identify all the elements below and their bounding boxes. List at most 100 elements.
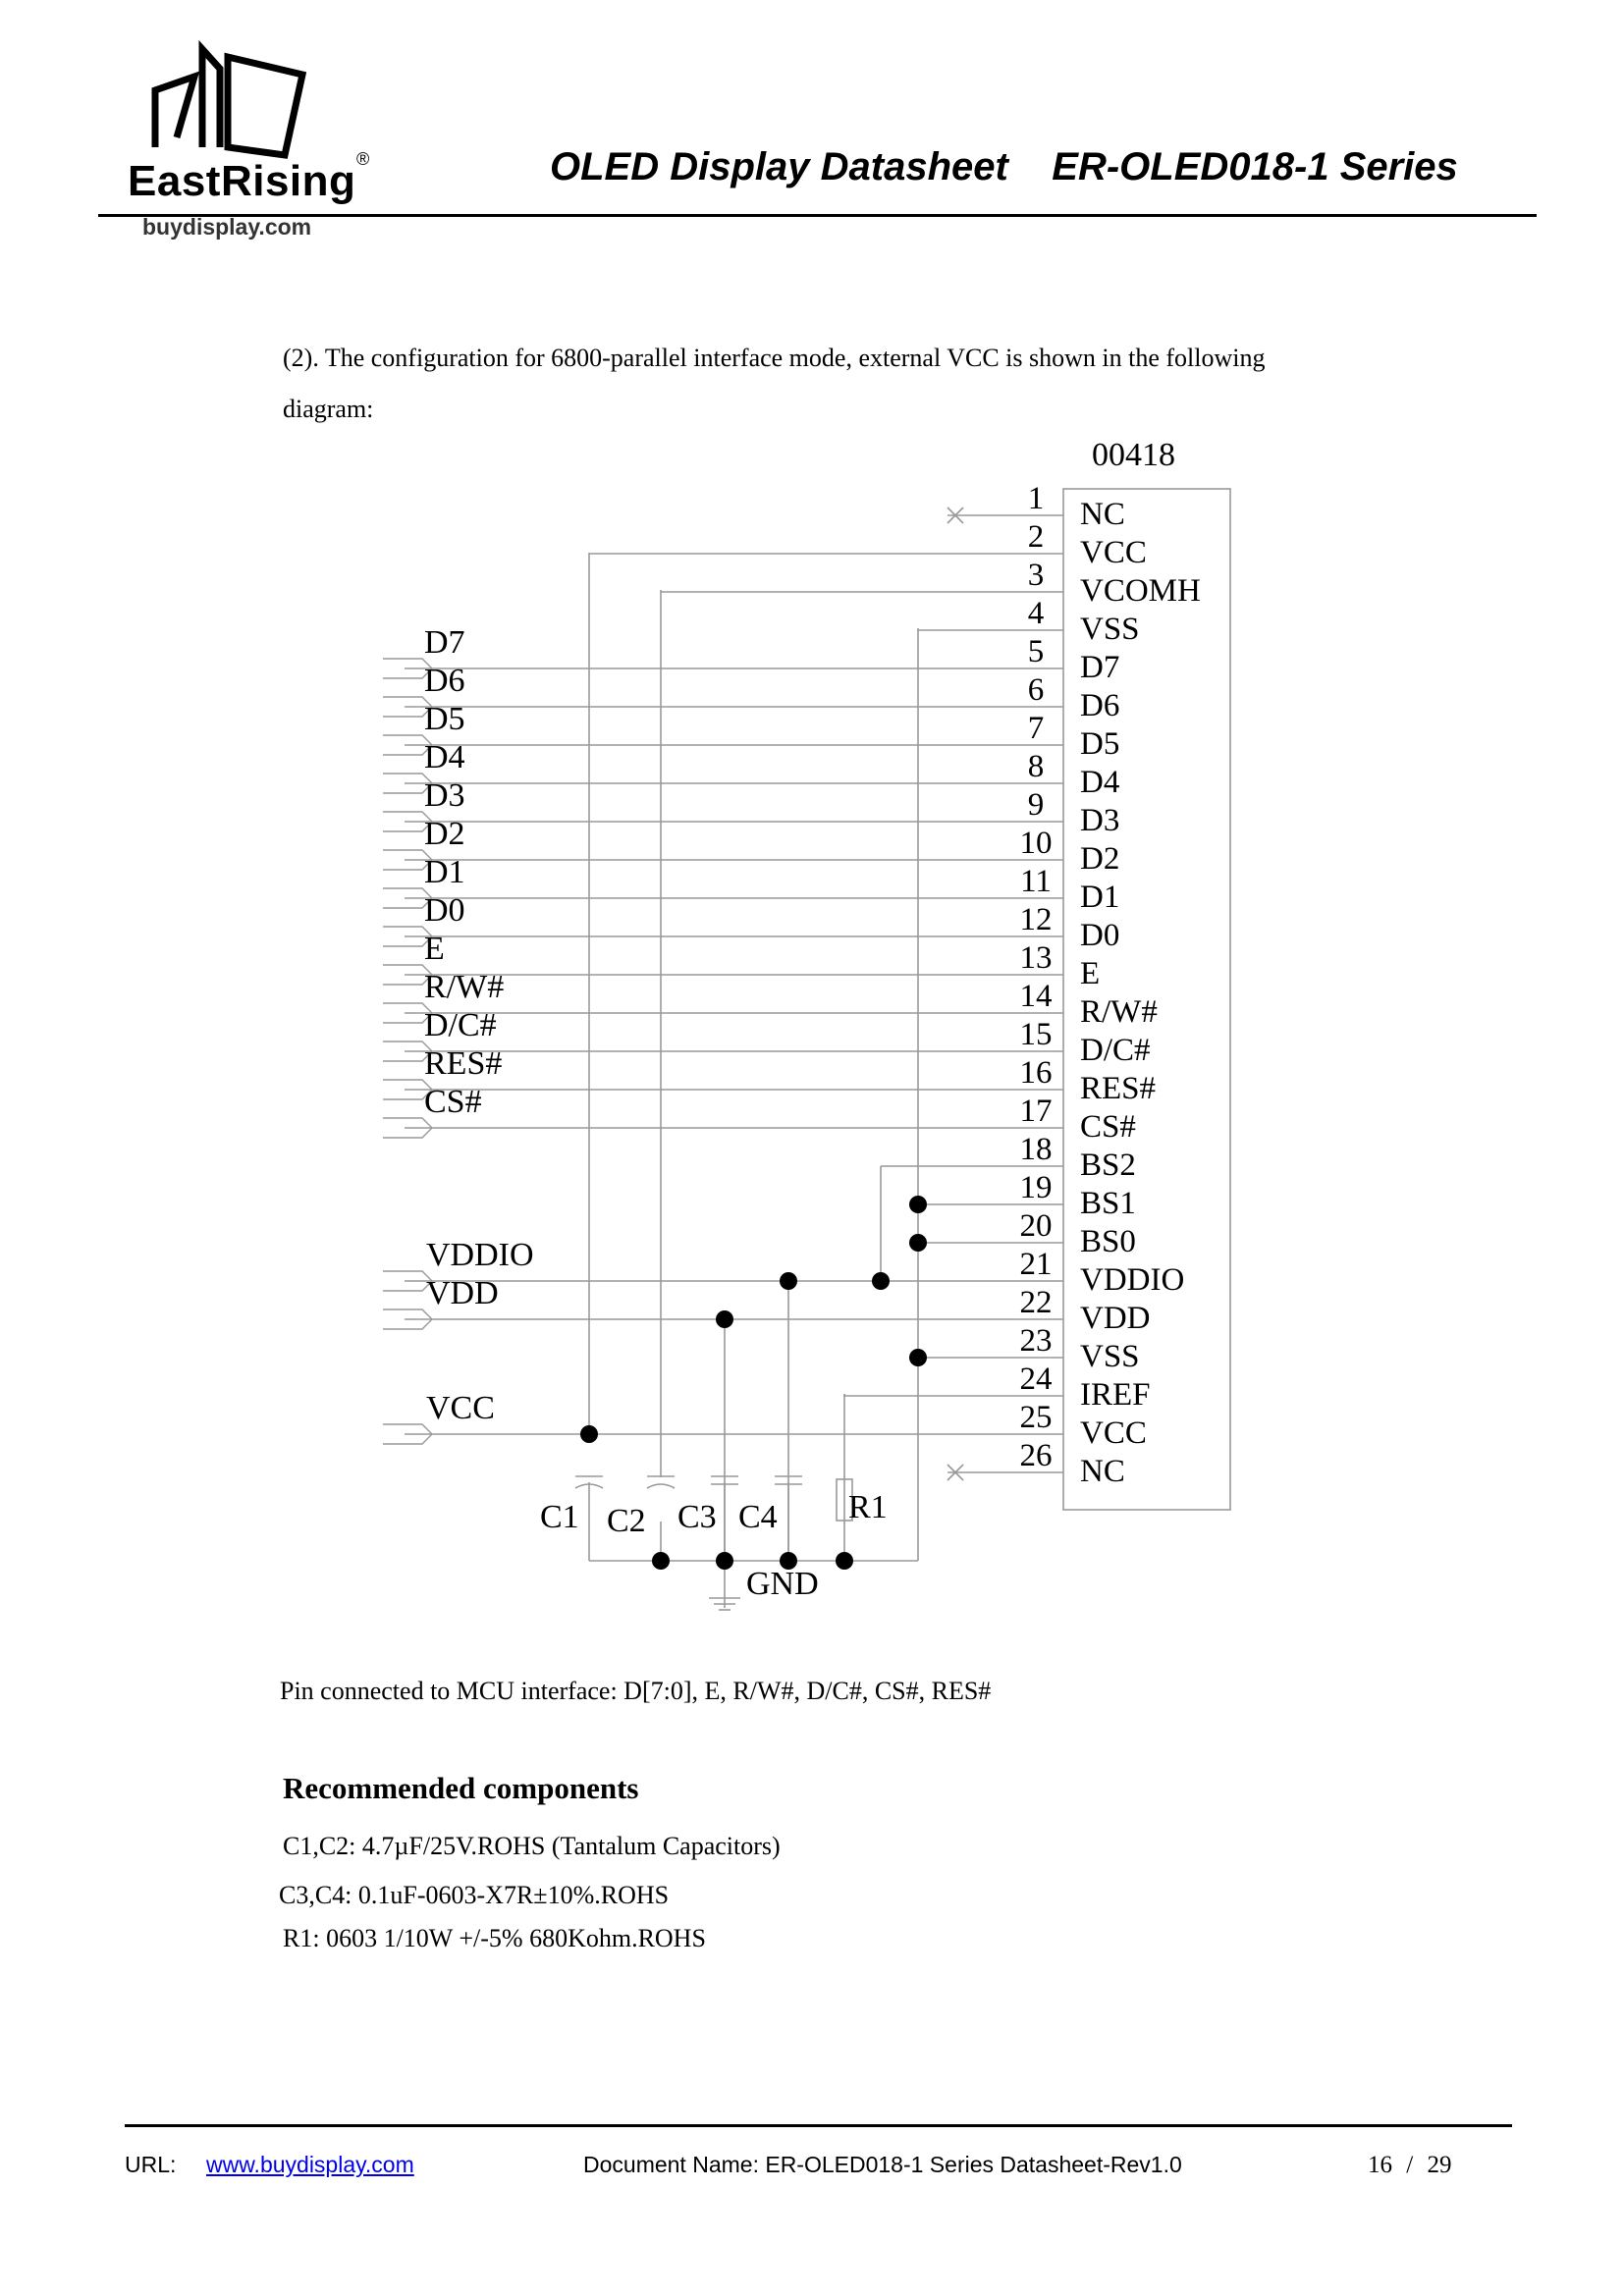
power-port (383, 1308, 433, 1330)
pin-number: 19 (1020, 1170, 1053, 1205)
pin-name: D2 (1080, 841, 1119, 877)
junction-dot (909, 1196, 927, 1213)
pin-name: BS1 (1080, 1186, 1136, 1221)
pin-number: 6 (1028, 672, 1045, 708)
pin-number: 26 (1020, 1438, 1053, 1473)
pin-number: 2 (1028, 519, 1045, 555)
pin-number: 7 (1028, 711, 1045, 746)
recommended-line-1: C1,C2: 4.7µF/25V.ROHS (Tantalum Capacito… (283, 1832, 781, 1860)
signal-port (383, 849, 433, 871)
pin-number: 1 (1028, 481, 1045, 516)
component-label: C4 (738, 1499, 778, 1535)
footer-url[interactable]: www.buydisplay.com (206, 2152, 414, 2177)
registered-mark: ® (356, 149, 370, 169)
pin-name: VCC (1080, 1415, 1147, 1451)
footer-doc-name: Document Name: ER-OLED018-1 Series Datas… (583, 2152, 1182, 2177)
recommended-heading: Recommended components (283, 1771, 639, 1805)
footer-url-label: URL: (125, 2152, 177, 2177)
power-label: VCC (426, 1390, 495, 1426)
pin-name: E (1080, 956, 1100, 991)
recommended-line-3: R1: 0603 1/10W +/-5% 680Kohm.ROHS (283, 1924, 706, 1952)
signal-port (383, 887, 433, 909)
pin-number: 8 (1028, 749, 1045, 784)
junction-dot (872, 1272, 890, 1290)
pin-number: 21 (1020, 1247, 1053, 1282)
pin-name: VSS (1080, 612, 1140, 647)
nc-cross (947, 1464, 964, 1481)
component-label: C2 (607, 1503, 646, 1539)
header-divider (98, 214, 1537, 217)
signal-port (383, 696, 433, 718)
pin-number: 3 (1028, 558, 1045, 593)
component-label: C1 (540, 1499, 579, 1535)
pin-number: 11 (1020, 864, 1052, 899)
signal-port (383, 658, 433, 679)
pin-name: CS# (1080, 1109, 1136, 1145)
pin-name: RES# (1080, 1071, 1156, 1106)
pin-number: 13 (1020, 940, 1053, 976)
pin-number: 18 (1020, 1132, 1053, 1167)
signal-label: D7 (424, 624, 465, 661)
pin-number: 24 (1020, 1362, 1053, 1397)
power-port (383, 1270, 433, 1292)
power-label: VDD (426, 1275, 499, 1311)
junction-dot (909, 1349, 927, 1366)
pin-number: 16 (1020, 1055, 1053, 1091)
intro-line-1: (2). The configuration for 6800-parallel… (283, 344, 1266, 372)
signal-port (383, 811, 433, 832)
signal-port (383, 1117, 433, 1139)
component-label: R1 (848, 1489, 888, 1525)
intro-line-2: diagram: (283, 395, 374, 423)
page-title: OLED Display Datasheet ER-OLED018-1 Seri… (550, 145, 1458, 188)
pin-name: VCC (1080, 535, 1147, 570)
pin-number: 25 (1020, 1400, 1053, 1435)
pin-name: D1 (1080, 880, 1119, 915)
signal-label: CS# (424, 1084, 482, 1120)
pin-name: D/C# (1080, 1033, 1151, 1068)
junction-dot (652, 1552, 670, 1570)
page-separator: / (1406, 2152, 1414, 2178)
page-total: 29 (1427, 2152, 1452, 2178)
pin-number: 9 (1028, 787, 1045, 823)
eastrising-logo-mark (151, 39, 307, 159)
iref-wire (843, 1394, 1001, 1397)
logo-site: buydisplay.com (142, 214, 312, 240)
pin-name: D5 (1080, 726, 1119, 762)
signal-port (383, 964, 433, 986)
signal-label: D/C# (424, 1007, 497, 1043)
junction-dot (780, 1272, 797, 1290)
recommended-line-2: C3,C4: 0.1uF-0603-X7R±10%.ROHS (279, 1881, 670, 1909)
signal-label: D1 (424, 854, 465, 890)
gnd-label: GND (746, 1566, 819, 1602)
footer-divider (125, 2124, 1512, 2127)
signal-port (383, 773, 433, 794)
footer-url-link[interactable]: www.buydisplay.com (206, 2152, 414, 2178)
pin-name: VSS (1080, 1339, 1140, 1374)
pin-name: D7 (1080, 650, 1119, 685)
signal-label: E (424, 931, 445, 967)
signal-label: D6 (424, 663, 465, 699)
signal-label: D5 (424, 701, 465, 737)
power-label: VDDIO (426, 1237, 534, 1273)
logo-brand: EastRising (128, 157, 356, 205)
pin-name: D6 (1080, 688, 1119, 723)
signal-label: R/W# (424, 969, 504, 1005)
pin-number: 14 (1020, 979, 1053, 1014)
page-current: 16 (1368, 2152, 1392, 2178)
pin-name: VDD (1080, 1301, 1151, 1336)
pin-number: 23 (1020, 1323, 1053, 1359)
signal-port (383, 1002, 433, 1024)
signal-label: D2 (424, 816, 465, 852)
junction-dot (780, 1552, 797, 1570)
connector-body (1062, 488, 1231, 1511)
pin-number: 4 (1028, 596, 1045, 631)
pin-name: VDDIO (1080, 1262, 1184, 1298)
nc-cross (947, 507, 964, 524)
pin-name: VCOMH (1080, 573, 1201, 609)
pin-name: NC (1080, 1454, 1125, 1489)
pin-name: IREF (1080, 1377, 1151, 1413)
pin-number: 12 (1020, 902, 1053, 937)
wiring-diagram: 00418 1 NC 2 VCC 3 VCOMH 4 VSS 5 D7 6 D6 7 D5 8 D4 9 D3 10 D… (383, 437, 1231, 1611)
pin-name: BS0 (1080, 1224, 1136, 1259)
pin-name: D4 (1080, 765, 1119, 800)
